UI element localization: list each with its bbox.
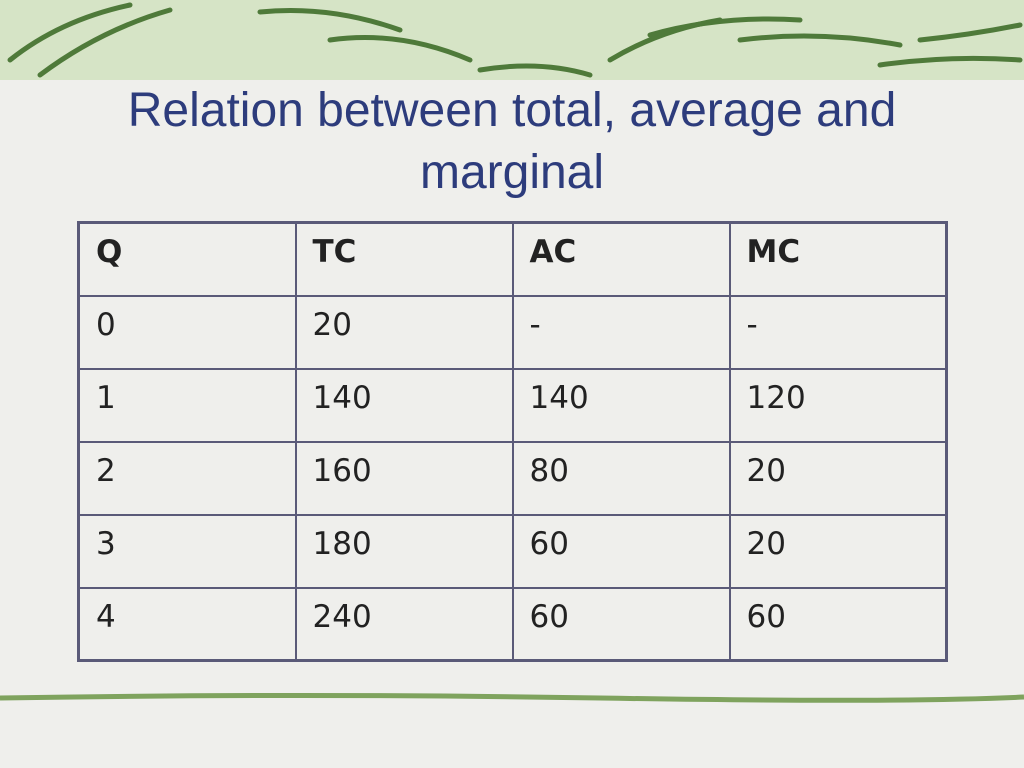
data-table: Q TC AC MC 0 20- -1 140 140 120 2 160 80 20 3 180 60 20 4… — [77, 221, 948, 662]
table-row: 4 240 60 60 — [77, 586, 948, 662]
header-cell: MC — [728, 221, 948, 297]
table-cell: 160 — [294, 440, 514, 516]
table-cell: 20 — [294, 294, 514, 370]
table-cell: 60 — [511, 513, 731, 589]
table-cell: 140 — [511, 367, 731, 443]
table-cell: 20 — [728, 440, 948, 516]
table-row: 3 180 60 20 — [77, 513, 948, 589]
slide-title: Relation between total, average and marg… — [127, 84, 897, 199]
table-cell: 140 — [294, 367, 514, 443]
header-cell: Q — [77, 221, 297, 297]
table-cell: - — [511, 294, 731, 370]
table-row: 0 20- - — [77, 294, 948, 370]
table-cell: - — [728, 294, 948, 370]
header-cell: TC — [294, 221, 514, 297]
decorative-rule — [0, 693, 1024, 703]
table-cell: 3 — [77, 513, 297, 589]
table-cell: 180 — [294, 513, 514, 589]
table-cell: 4 — [77, 586, 297, 662]
table-cell: 1 — [77, 367, 297, 443]
table-cell: 80 — [511, 440, 731, 516]
table-cell: 120 — [728, 367, 948, 443]
table-cell: 60 — [728, 586, 948, 662]
header-row: Q TC AC MC — [77, 221, 948, 297]
table-row: 1 140 140 120 — [77, 367, 948, 443]
table-cell: 0 — [77, 294, 297, 370]
table-cell: 240 — [294, 586, 514, 662]
table-row: 2 160 80 20 — [77, 440, 948, 516]
table-cell: 20 — [728, 513, 948, 589]
decorative-band — [0, 0, 1024, 80]
header-cell: AC — [511, 221, 731, 297]
table-cell: 60 — [511, 586, 731, 662]
table-cell: 2 — [77, 440, 297, 516]
